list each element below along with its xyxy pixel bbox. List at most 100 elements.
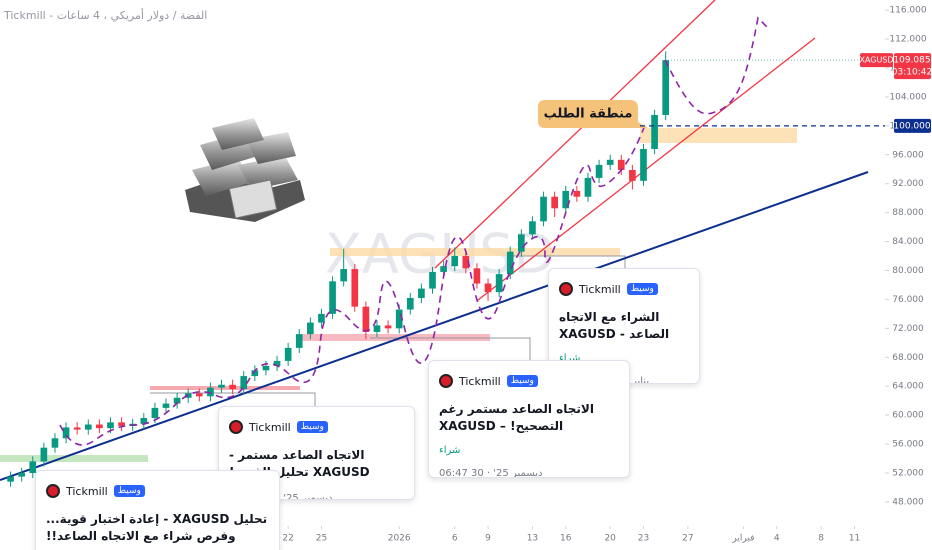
- candle-body: [7, 476, 14, 482]
- candle-body: [18, 472, 25, 477]
- x-tick-label: 8: [818, 534, 824, 544]
- author-badge: وسيط: [626, 283, 658, 295]
- x-tick-label: 23: [638, 534, 649, 544]
- candle-body: [151, 407, 159, 419]
- idea-date: ديسمبر 25' · 30 06:47: [439, 468, 543, 478]
- candle-body: [318, 313, 325, 323]
- candle-body: [651, 114, 658, 149]
- countdown: 03:10:42: [892, 68, 932, 78]
- candle-body: [617, 159, 625, 170]
- x-tick-label: 9: [485, 534, 491, 544]
- candle-body: [295, 334, 303, 348]
- candle-body: [240, 376, 248, 390]
- candle-body: [62, 427, 70, 439]
- idea-title: الاتجاه الصاعد مستمر - XAGUSD تحليل الفض…: [229, 448, 370, 479]
- author-logo: [229, 420, 243, 434]
- level-label-bg: [894, 118, 931, 133]
- candle-body: [351, 269, 359, 307]
- candle-body: [551, 196, 558, 209]
- projection-path: [664, 16, 769, 115]
- y-tick-label: 88.000: [892, 208, 924, 218]
- y-tick-label: 92.000: [892, 179, 924, 189]
- wave-path: [59, 124, 646, 446]
- card-header: Tickmill وسيط: [439, 371, 619, 391]
- x-tick-label: 2026: [388, 534, 411, 544]
- candle-body: [329, 281, 336, 314]
- y-tick-label: 104.000: [889, 92, 926, 102]
- candle-body: [506, 251, 514, 275]
- idea-card[interactable]: Tickmill وسيط تحليل XAGUSD - إعادة اختبار …: [35, 470, 280, 550]
- idea-tag: شراء: [559, 353, 581, 364]
- last-price: 109.085: [893, 56, 930, 66]
- header: Tickmill - الفضة / دولار أمريكي ، 4 ساعا…: [3, 8, 207, 22]
- symbol-label: XAGUSD: [859, 56, 893, 65]
- candles: [7, 51, 670, 487]
- candle-body: [229, 384, 236, 390]
- candle-body: [362, 306, 370, 332]
- candle-body: [418, 288, 425, 298]
- x-tick-label: 16: [560, 534, 572, 544]
- idea-title: تحليل XAGUSD - إعادة اختبار قوية... وفرص…: [46, 512, 268, 543]
- annotation: منطقة الطلب: [538, 100, 648, 128]
- card-header: Tickmill وسيط: [559, 279, 689, 299]
- y-tick-label: 80.000: [892, 266, 924, 276]
- candle-body: [107, 422, 114, 429]
- author-logo: [439, 374, 453, 388]
- zones: [0, 128, 797, 462]
- y-tick-label: 112.000: [889, 35, 926, 45]
- x-tick-label: 4: [774, 534, 780, 544]
- candle-body: [440, 266, 447, 272]
- x-tick-label: 6: [452, 534, 458, 544]
- idea-tag: شراء: [439, 445, 461, 456]
- y-tick-label: 96.000: [892, 150, 924, 160]
- annotation-text: منطقة الطلب: [544, 107, 633, 122]
- last-price-bg: [894, 53, 931, 80]
- candle-body: [429, 271, 436, 289]
- y-tick-label: 68.000: [892, 353, 924, 363]
- y-tick-label: 48.000: [892, 497, 924, 507]
- x-tick-label: فبراير: [731, 534, 754, 544]
- author-logo: [46, 484, 60, 498]
- author-badge: وسيط: [296, 421, 328, 433]
- candle-body: [451, 256, 459, 267]
- y-tick-label: 116.000: [889, 6, 926, 16]
- candle-body: [284, 347, 292, 361]
- author-name: Tickmill: [579, 282, 621, 296]
- candle-body: [118, 422, 125, 426]
- level-label: 100.000: [893, 121, 930, 131]
- candle-body: [662, 60, 670, 115]
- candle-body: [606, 159, 614, 165]
- author-name: Tickmill: [66, 484, 108, 498]
- candle-body: [640, 148, 647, 181]
- candle-body: [96, 424, 103, 429]
- x-tick-label: 27: [682, 534, 693, 544]
- candle-body: [173, 397, 181, 404]
- candle-body: [573, 190, 581, 197]
- author-name: Tickmill: [249, 420, 291, 434]
- x-tick-label: 11: [849, 534, 860, 544]
- candle-body: [73, 427, 81, 430]
- x-tick-label: 13: [527, 534, 538, 544]
- candle-body: [384, 325, 392, 329]
- candle-body: [629, 169, 636, 181]
- candle-body: [218, 384, 225, 388]
- card-header: Tickmill وسيط: [229, 417, 404, 437]
- card-header: Tickmill وسيط: [46, 481, 269, 501]
- y-tick-label: 56.000: [892, 440, 924, 450]
- author-badge: وسيط: [113, 485, 145, 497]
- author-name: Tickmill: [459, 374, 501, 388]
- x-tick-label: 22: [282, 534, 293, 544]
- symbol-label-bg: [860, 53, 893, 68]
- idea-title: الاتجاه الصاعد مستمر رغم التصحيح! – XAGU…: [439, 402, 594, 433]
- y-tick-label: 84.000: [892, 237, 924, 247]
- candle-body: [140, 418, 148, 424]
- candle-body: [406, 297, 414, 310]
- candle-body: [495, 274, 503, 293]
- candle-body: [462, 256, 470, 269]
- y-tick-label: 64.000: [892, 382, 924, 392]
- candle-body: [584, 177, 592, 197]
- idea-card[interactable]: Tickmill وسيط الاتجاه الصاعد مستمر رغم الت…: [428, 360, 630, 478]
- candle-body: [273, 360, 281, 366]
- author-logo: [559, 282, 573, 296]
